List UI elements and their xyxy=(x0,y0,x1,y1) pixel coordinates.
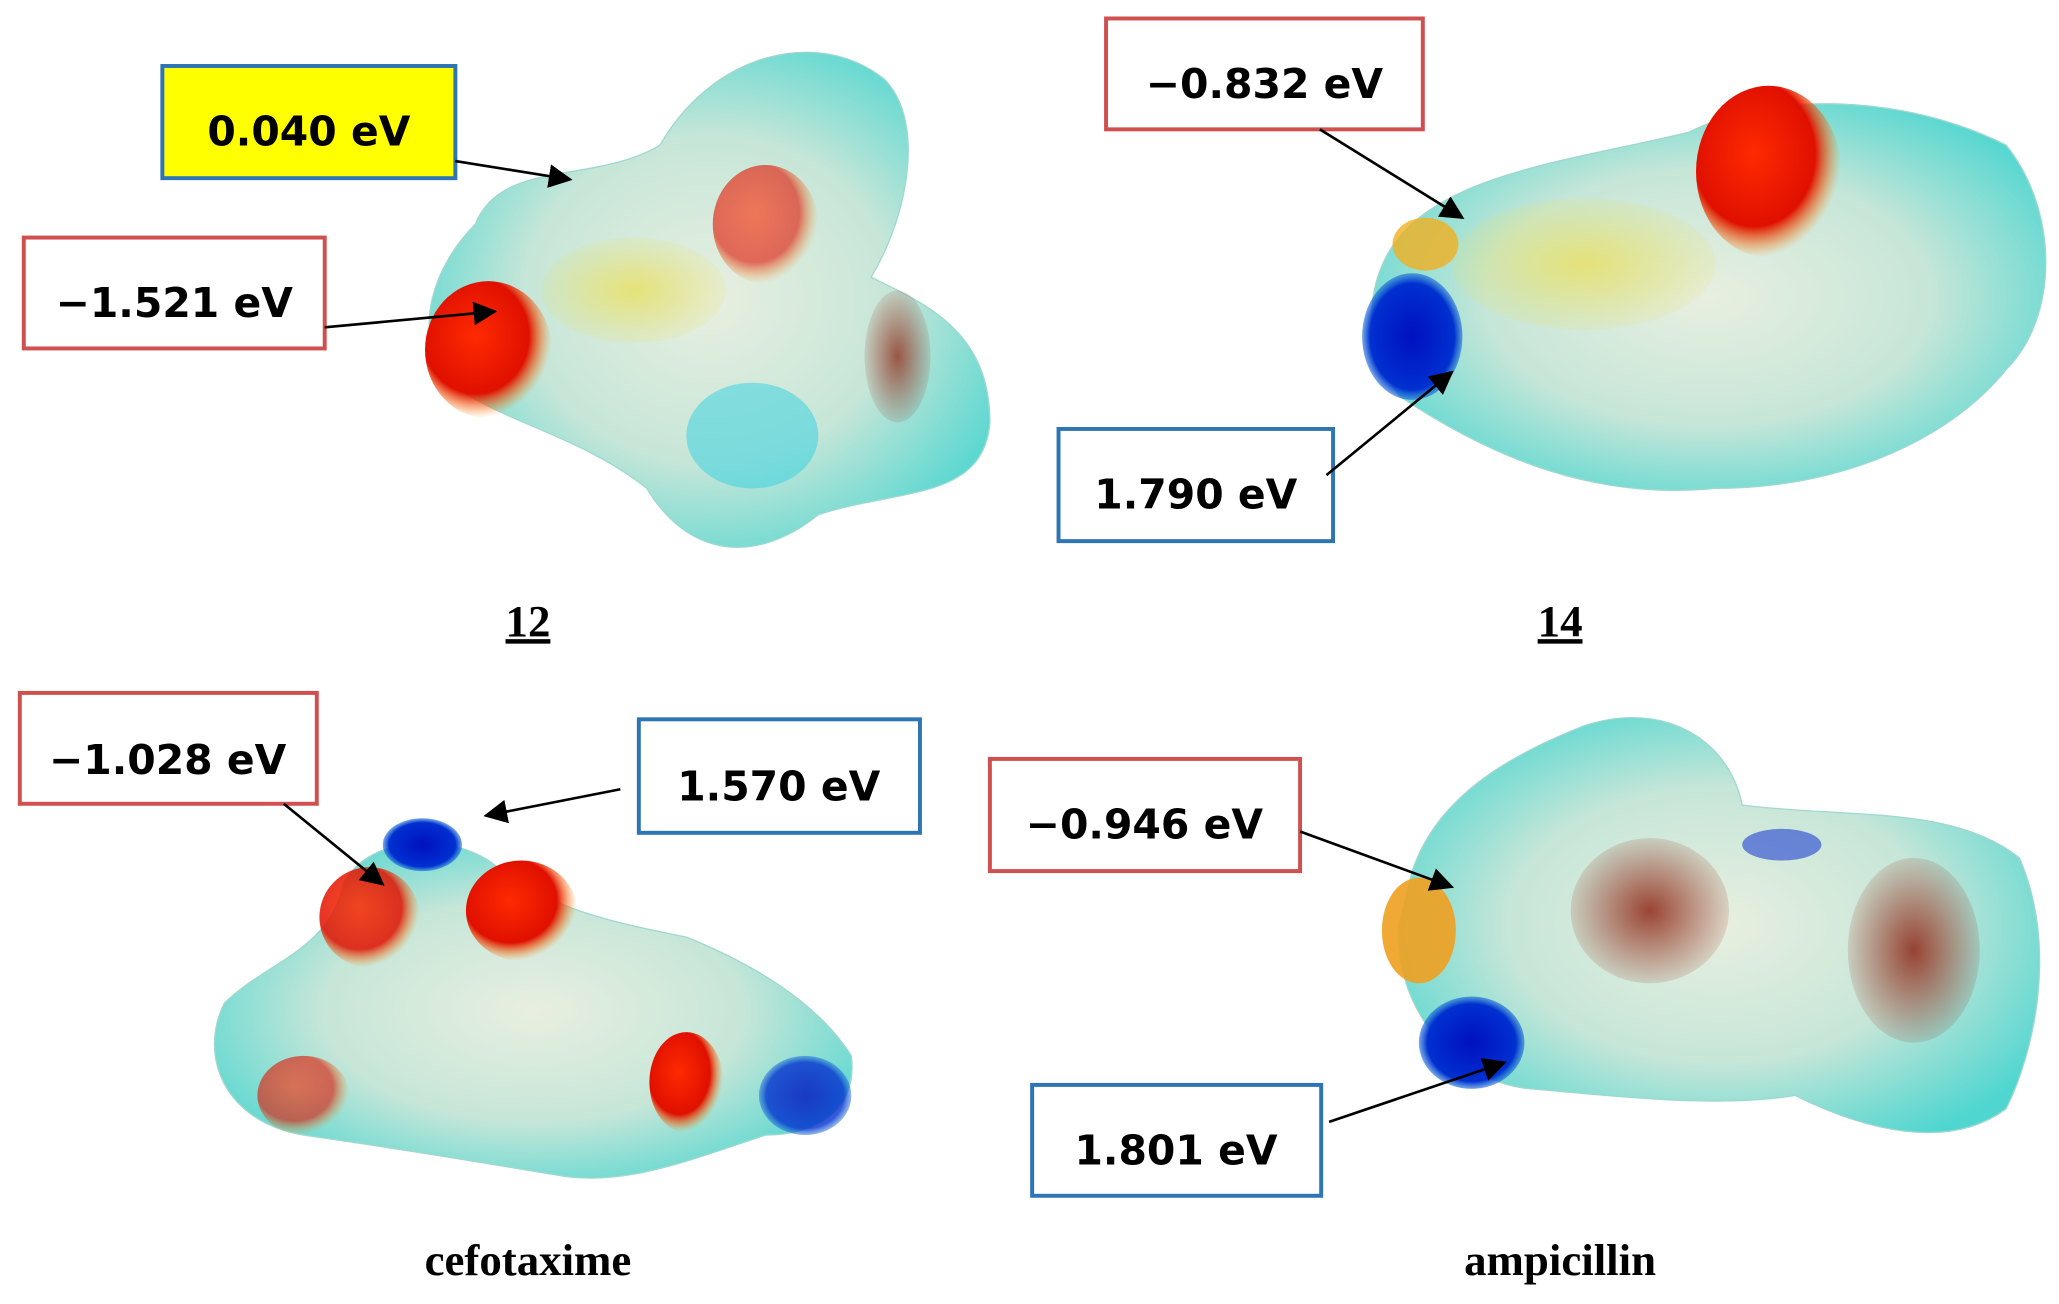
annotation: −1.521 eV xyxy=(56,279,294,327)
annotation-box xyxy=(636,717,922,835)
panel-label: 14 xyxy=(1538,596,1583,646)
annotation-box xyxy=(1056,426,1336,544)
annotation: −0.832 eV xyxy=(1146,60,1384,108)
arrow xyxy=(483,787,621,824)
arrow xyxy=(1328,1058,1507,1124)
annotation: 1.570 eV xyxy=(677,762,880,810)
annotation: −0.946 eV xyxy=(1026,801,1264,849)
annotation-box xyxy=(17,690,319,806)
annotation-box xyxy=(1030,1082,1324,1198)
arrow xyxy=(1325,370,1454,477)
annotation: 1.790 eV xyxy=(1094,471,1297,519)
arrow xyxy=(1299,830,1455,891)
arrow xyxy=(1319,128,1465,220)
panel-label: cefotaxime xyxy=(425,1235,632,1285)
molecule-14 xyxy=(1362,85,2047,492)
annotation-box xyxy=(987,756,1303,874)
arrow xyxy=(455,159,573,188)
arrow xyxy=(282,802,385,886)
arrow xyxy=(324,301,498,329)
annotation: 0.040 eV xyxy=(207,108,410,156)
molecule-ampicillin xyxy=(1381,717,2041,1134)
annotation: −1.028 eV xyxy=(49,736,287,784)
molecule-12 xyxy=(425,51,991,548)
panel-label: 12 xyxy=(506,596,551,646)
annotation-box xyxy=(160,64,458,181)
molecule-cefotaxime xyxy=(213,818,853,1179)
panel-label: ampicillin xyxy=(1464,1235,1656,1285)
annotation: 1.801 eV xyxy=(1074,1127,1277,1175)
annotation-box xyxy=(1104,16,1425,132)
annotation-box xyxy=(21,235,327,351)
